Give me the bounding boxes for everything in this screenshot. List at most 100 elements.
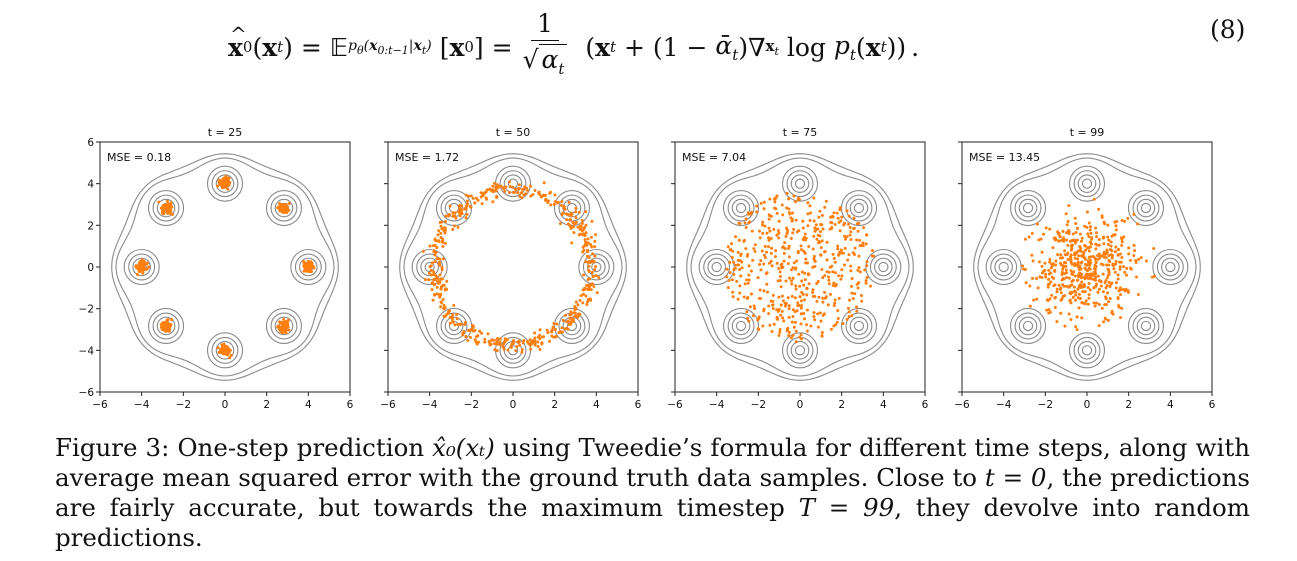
- data-point: [730, 256, 734, 260]
- contour-ring: [290, 248, 327, 286]
- data-point: [1037, 238, 1041, 242]
- data-point: [1057, 239, 1061, 243]
- data-point: [805, 323, 809, 327]
- data-point: [835, 320, 839, 324]
- data-point: [1045, 298, 1049, 302]
- y-tick-label: −2: [79, 304, 94, 316]
- data-point: [226, 176, 230, 180]
- data-point: [747, 278, 751, 282]
- panel-t99: t = 99 −6 −4 −2 0 2 4 6 MSE = 13.45: [942, 118, 1227, 413]
- data-point: [1076, 260, 1080, 264]
- data-point: [747, 319, 751, 323]
- data-point: [777, 219, 781, 223]
- data-point: [528, 338, 532, 342]
- data-point: [826, 275, 830, 279]
- data-point: [218, 348, 222, 352]
- data-point: [800, 337, 804, 341]
- data-point: [576, 225, 580, 229]
- data-point: [476, 198, 480, 202]
- panel-t25: t = 25 −6 −4 −2 0 2 4 6 −6 −4 −2 0 2 4 6 MSE = 0.18: [79, 118, 365, 413]
- data-point: [576, 303, 580, 307]
- data-point: [872, 254, 876, 258]
- contour-ring: [582, 253, 610, 281]
- data-point: [821, 227, 825, 231]
- data-point: [585, 302, 589, 306]
- data-point: [1127, 246, 1131, 250]
- data-point: [1132, 243, 1136, 247]
- data-point: [812, 314, 816, 318]
- data-point: [573, 314, 577, 318]
- data-point: [1087, 235, 1091, 239]
- contour-ring: [727, 194, 755, 222]
- data-point: [785, 206, 789, 210]
- data-point: [818, 209, 822, 213]
- data-point: [531, 193, 535, 197]
- data-point: [821, 313, 825, 317]
- data-point: [1139, 256, 1143, 260]
- data-point: [791, 217, 795, 221]
- data-point: [1087, 261, 1091, 265]
- data-point: [811, 288, 815, 292]
- data-point: [835, 211, 839, 215]
- data-point: [1051, 262, 1055, 266]
- data-point: [784, 304, 788, 308]
- data-point: [143, 262, 147, 266]
- contour-ring: [1127, 189, 1165, 227]
- data-point: [761, 231, 765, 235]
- data-point: [836, 244, 840, 248]
- data-point: [168, 322, 172, 326]
- data-point: [746, 211, 750, 215]
- contour-ring: [1014, 194, 1042, 222]
- data-point: [782, 251, 786, 255]
- data-point: [760, 249, 764, 253]
- data-point: [563, 327, 567, 331]
- data-point: [730, 278, 734, 282]
- data-point: [1086, 302, 1090, 306]
- data-point: [731, 295, 735, 299]
- data-point: [569, 320, 573, 324]
- data-point: [1059, 286, 1063, 290]
- data-point: [533, 331, 537, 335]
- data-point: [1059, 291, 1063, 295]
- contour-ring: [152, 312, 180, 340]
- contour-ring: [845, 312, 873, 340]
- data-point: [1092, 197, 1096, 201]
- contour-outer: [690, 157, 910, 377]
- contour-ring: [1073, 336, 1101, 364]
- contour-ring: [499, 170, 527, 198]
- data-point: [589, 242, 593, 246]
- data-point: [448, 321, 452, 325]
- data-point: [812, 196, 816, 200]
- data-point: [577, 210, 581, 214]
- data-point: [227, 183, 231, 187]
- contour-ring: [1014, 312, 1042, 340]
- data-point: [1124, 287, 1128, 291]
- data-point: [138, 262, 142, 266]
- data-point: [1092, 301, 1096, 305]
- data-point: [1055, 320, 1059, 324]
- data-point: [220, 178, 224, 182]
- data-point: [1054, 295, 1058, 299]
- data-point: [1114, 260, 1118, 264]
- data-point: [1136, 222, 1140, 226]
- contour-ring: [722, 189, 760, 227]
- data-point: [1080, 316, 1084, 320]
- data-point: [1118, 267, 1122, 271]
- data-point: [795, 259, 799, 263]
- data-point: [1062, 284, 1066, 288]
- mse-annotation: MSE = 13.45: [969, 151, 1040, 164]
- equation-number: (8): [1210, 15, 1246, 44]
- data-point: [764, 272, 768, 276]
- data-point: [451, 214, 455, 218]
- data-point: [1053, 305, 1057, 309]
- data-point: [1106, 291, 1110, 295]
- data-point: [806, 261, 810, 265]
- data-point: [486, 332, 490, 336]
- contour-ring: [553, 189, 591, 227]
- contour-ring: [853, 202, 865, 214]
- data-point: [1074, 221, 1078, 225]
- data-point: [276, 324, 280, 328]
- data-point: [798, 295, 802, 299]
- data-point: [1093, 263, 1097, 267]
- data-point: [285, 205, 289, 209]
